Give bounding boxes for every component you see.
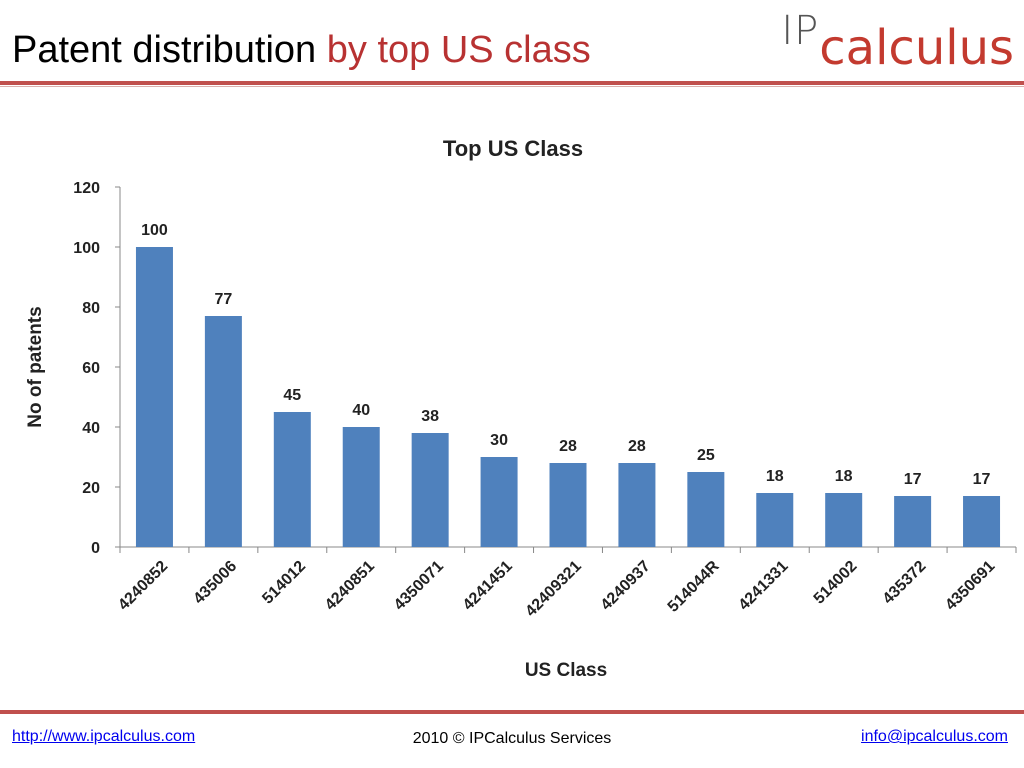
y-tick-label: 100 xyxy=(73,240,100,257)
x-tick-label: 42409321 xyxy=(522,558,584,620)
bar xyxy=(963,496,1001,547)
logo-calculus: calculus xyxy=(819,20,1014,76)
bar xyxy=(825,493,863,547)
bar xyxy=(411,433,449,547)
y-tick-label: 80 xyxy=(82,300,100,317)
data-label: 25 xyxy=(697,447,715,464)
bar xyxy=(549,463,587,547)
data-label: 18 xyxy=(766,468,784,485)
data-label: 38 xyxy=(421,408,439,425)
footer-divider xyxy=(0,710,1024,714)
email-link[interactable]: info@ipcalculus.com xyxy=(861,728,1008,745)
y-tick-label: 0 xyxy=(91,540,100,557)
data-label: 28 xyxy=(628,438,646,455)
slide-title-main: Patent distribution xyxy=(12,29,317,71)
data-label: 28 xyxy=(559,438,577,455)
ipcalculus-logo: IPcalculus xyxy=(781,8,1014,76)
bar xyxy=(618,463,656,547)
x-tick-label: 4241331 xyxy=(736,558,792,614)
data-label: 30 xyxy=(490,432,508,449)
bar xyxy=(273,412,311,547)
header-divider xyxy=(0,81,1024,85)
x-tick-label: 435372 xyxy=(880,558,930,608)
slide-title-accent: by top US class xyxy=(326,29,591,71)
x-tick-label: 514002 xyxy=(811,558,861,608)
data-label: 17 xyxy=(904,471,922,488)
bar xyxy=(204,316,242,547)
bar xyxy=(342,427,380,547)
x-tick-label: 4240851 xyxy=(322,558,378,614)
x-tick-label: 4241451 xyxy=(460,558,516,614)
data-label: 40 xyxy=(352,402,370,419)
bar xyxy=(480,457,518,547)
x-tick-label: 4240852 xyxy=(115,558,171,614)
x-axis-label: US Class xyxy=(525,660,607,681)
y-axis-label: No of patents xyxy=(25,306,46,427)
bar xyxy=(756,493,794,547)
data-label: 45 xyxy=(283,387,301,404)
data-label: 18 xyxy=(835,468,853,485)
logo-ip: IP xyxy=(781,8,820,54)
chart-title: Top US Class xyxy=(443,136,583,161)
data-label: 77 xyxy=(214,291,232,308)
y-tick-label: 120 xyxy=(73,180,100,197)
bar-chart: Top US Class 0 20 40 60 80 100 120 No of patents… xyxy=(25,136,1017,681)
data-label: 100 xyxy=(141,222,168,239)
bar xyxy=(894,496,932,547)
x-tick-label: 4350691 xyxy=(942,558,998,614)
y-tick-label: 40 xyxy=(82,420,100,437)
slide-title: Patent distribution by top US class xyxy=(12,26,591,74)
copyright-text: 2010 © IPCalculus Services xyxy=(412,730,612,747)
x-tick-label: 4240937 xyxy=(598,558,654,614)
header-divider-thin xyxy=(0,86,1024,87)
bar xyxy=(135,247,173,547)
x-tick-label: 4350071 xyxy=(391,558,447,614)
x-tick-label: 514044R xyxy=(665,557,723,615)
bar xyxy=(687,472,725,547)
website-link[interactable]: http://www.ipcalculus.com xyxy=(12,728,196,745)
x-tick-label: 514012 xyxy=(259,558,309,608)
y-tick-label: 60 xyxy=(82,360,100,377)
x-tick-label: 435006 xyxy=(190,558,240,608)
y-tick-label: 20 xyxy=(82,480,100,497)
data-label: 17 xyxy=(973,471,991,488)
